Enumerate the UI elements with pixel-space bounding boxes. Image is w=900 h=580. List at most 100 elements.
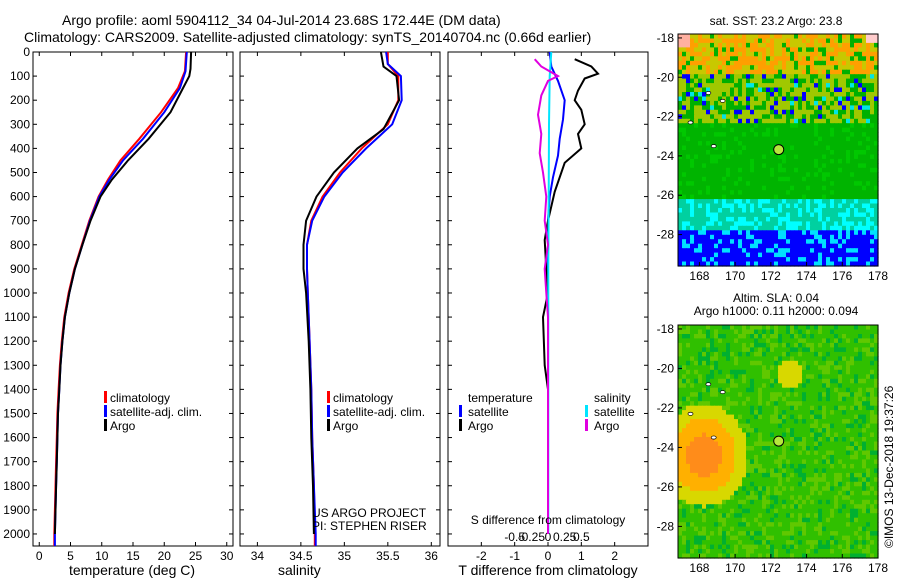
- map-cell: [770, 252, 775, 258]
- map-cell: [854, 392, 859, 398]
- map-cell: [838, 208, 843, 214]
- map-cell: [762, 387, 767, 393]
- map-cell: [838, 234, 843, 240]
- map-cell: [706, 234, 711, 240]
- map-cell: [774, 356, 779, 362]
- map-cell: [798, 190, 803, 196]
- map-cell: [790, 216, 795, 222]
- map-cell: [802, 185, 807, 191]
- map-cell: [758, 419, 763, 425]
- map-cell: [862, 257, 867, 263]
- map-cell: [842, 136, 847, 142]
- map-cell: [822, 495, 827, 501]
- map-cell: [754, 401, 759, 407]
- map-cell: [746, 383, 751, 389]
- map-cell: [870, 396, 875, 402]
- map-cell: [842, 392, 847, 398]
- map-cell: [762, 356, 767, 362]
- map-cell: [742, 374, 747, 380]
- map-cell: [806, 374, 811, 380]
- map-cell: [706, 325, 711, 331]
- map-cell: [690, 369, 695, 375]
- map-cell: [734, 351, 739, 357]
- map-cell: [774, 369, 779, 375]
- map-cell: [766, 141, 771, 147]
- map-cell: [762, 221, 767, 227]
- map-cell: [694, 508, 699, 514]
- map-cell: [754, 87, 759, 93]
- map-cell: [678, 419, 683, 425]
- map-cell: [730, 78, 735, 84]
- map-cell: [850, 109, 855, 115]
- map-cell: [702, 243, 707, 249]
- map-cell: [830, 150, 835, 156]
- map-cell: [762, 351, 767, 357]
- map-cell: [826, 92, 831, 98]
- map-cell: [786, 225, 791, 231]
- map-cell: [834, 150, 839, 156]
- map-cell: [710, 181, 715, 187]
- map-cell: [830, 83, 835, 89]
- map-cell: [682, 65, 687, 71]
- map-cell: [706, 208, 711, 214]
- map-cell: [678, 365, 683, 371]
- map-cell: [858, 495, 863, 501]
- map-cell: [786, 56, 791, 62]
- map-cell: [734, 185, 739, 191]
- map-cell: [810, 504, 815, 510]
- map-cell: [798, 504, 803, 510]
- map-cell: [706, 221, 711, 227]
- map-cell: [738, 132, 743, 138]
- map-cell: [734, 369, 739, 375]
- map-cell: [702, 369, 707, 375]
- map-cell: [834, 158, 839, 164]
- map-cell: [726, 342, 731, 348]
- map-cell: [794, 334, 799, 340]
- map-cell: [846, 51, 851, 57]
- map-cell: [818, 392, 823, 398]
- map-cell: [814, 172, 819, 178]
- map-cell: [826, 34, 831, 40]
- map-cell: [754, 181, 759, 187]
- map-cell: [710, 230, 715, 236]
- map-cell: [806, 216, 811, 222]
- map-cell: [846, 414, 851, 420]
- map-cell: [854, 194, 859, 200]
- map-cell: [862, 194, 867, 200]
- map-cell: [854, 347, 859, 353]
- map-cell: [866, 109, 871, 115]
- map-cell: [738, 96, 743, 102]
- map-cell: [742, 450, 747, 456]
- map-cell: [782, 123, 787, 129]
- map-cell: [694, 423, 699, 429]
- map-cell: [818, 123, 823, 129]
- map-cell: [810, 208, 815, 214]
- map-cell: [846, 141, 851, 147]
- map-cell: [790, 100, 795, 106]
- map-cell: [690, 136, 695, 142]
- map-cell: [678, 216, 683, 222]
- map-cell: [794, 127, 799, 133]
- map-cell: [706, 401, 711, 407]
- map-cell: [762, 185, 767, 191]
- map-cell: [830, 414, 835, 420]
- map-cell: [834, 508, 839, 514]
- map-cell: [830, 92, 835, 98]
- map-cell: [746, 490, 751, 496]
- map-cell: [710, 38, 715, 44]
- map-cell: [682, 508, 687, 514]
- map-cell: [782, 34, 787, 40]
- map-cell: [870, 463, 875, 469]
- map-cell: [754, 396, 759, 402]
- map-cell: [786, 387, 791, 393]
- map-cell: [690, 423, 695, 429]
- map-cell: [798, 405, 803, 411]
- map-cell: [774, 414, 779, 420]
- map-cell: [690, 365, 695, 371]
- map-cell: [838, 432, 843, 438]
- map-cell: [866, 163, 871, 169]
- map-cell: [854, 441, 859, 447]
- map-cell: [718, 481, 723, 487]
- map-cell: [790, 490, 795, 496]
- map-cell: [706, 252, 711, 258]
